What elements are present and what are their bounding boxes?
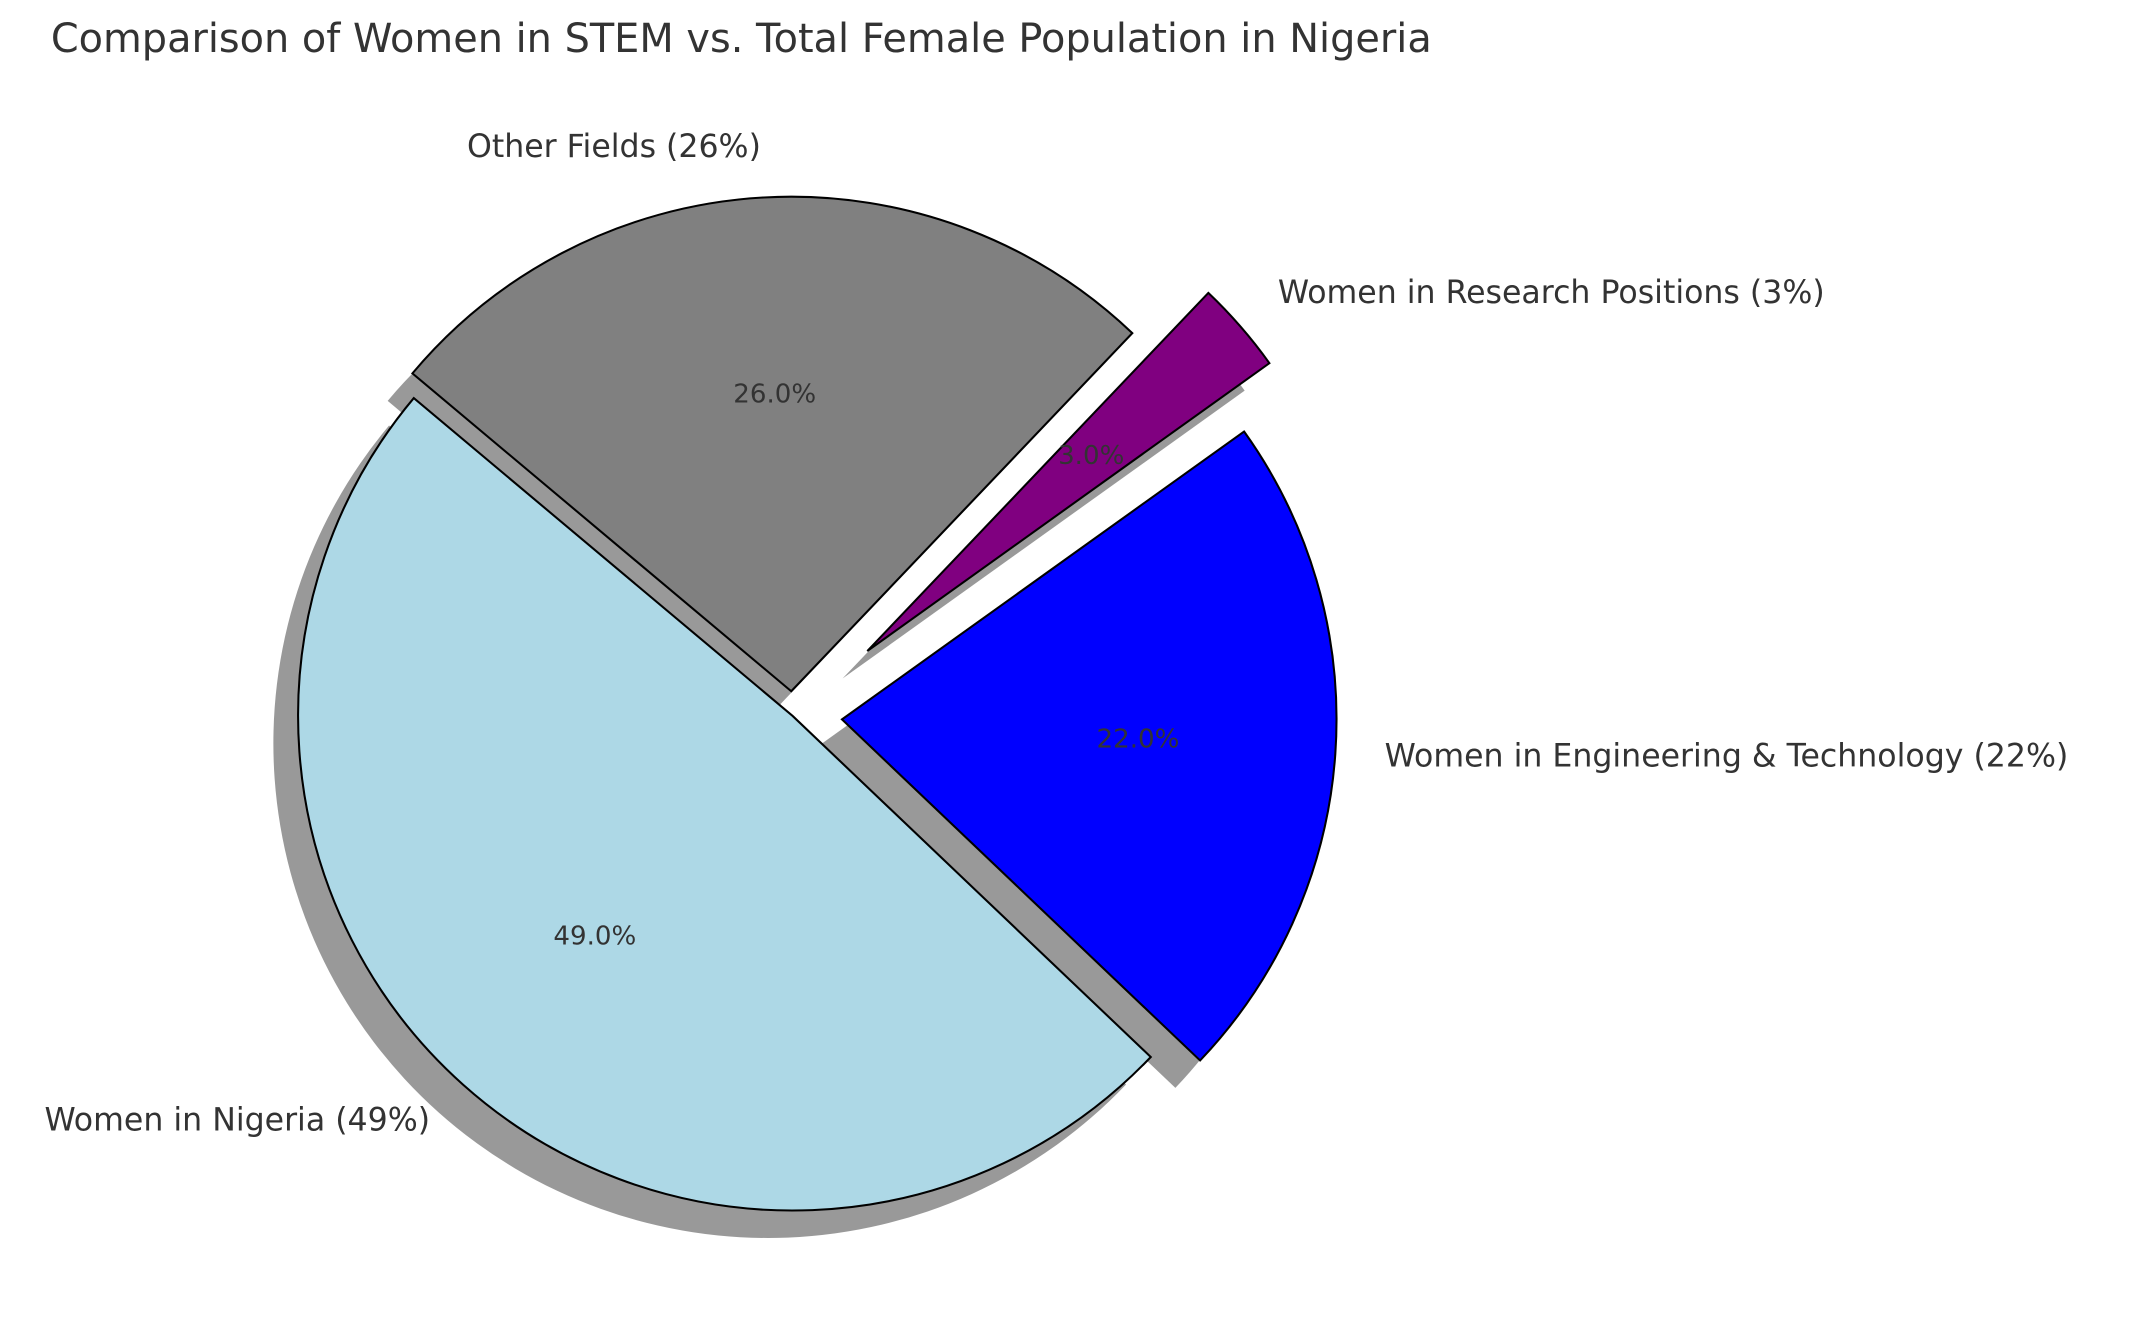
category-label: Women in Nigeria (49%) [44,1102,430,1138]
value-label: 49.0% [553,922,636,952]
pie-slice [297,396,1153,1212]
pie-slice [410,195,1134,693]
pie-slice [840,430,1338,1062]
value-label: 26.0% [733,379,816,409]
chart-title: Comparison of Women in STEM vs. Total Fe… [51,16,1432,62]
category-label: Other Fields (26%) [467,129,761,165]
category-label: Women in Research Positions (3%) [1278,275,1825,311]
category-label: Women in Engineering & Technology (22%) [1385,738,2069,774]
value-label: 3.0% [1058,441,1124,471]
value-label: 22.0% [1097,725,1180,755]
pie-slice [866,291,1271,652]
